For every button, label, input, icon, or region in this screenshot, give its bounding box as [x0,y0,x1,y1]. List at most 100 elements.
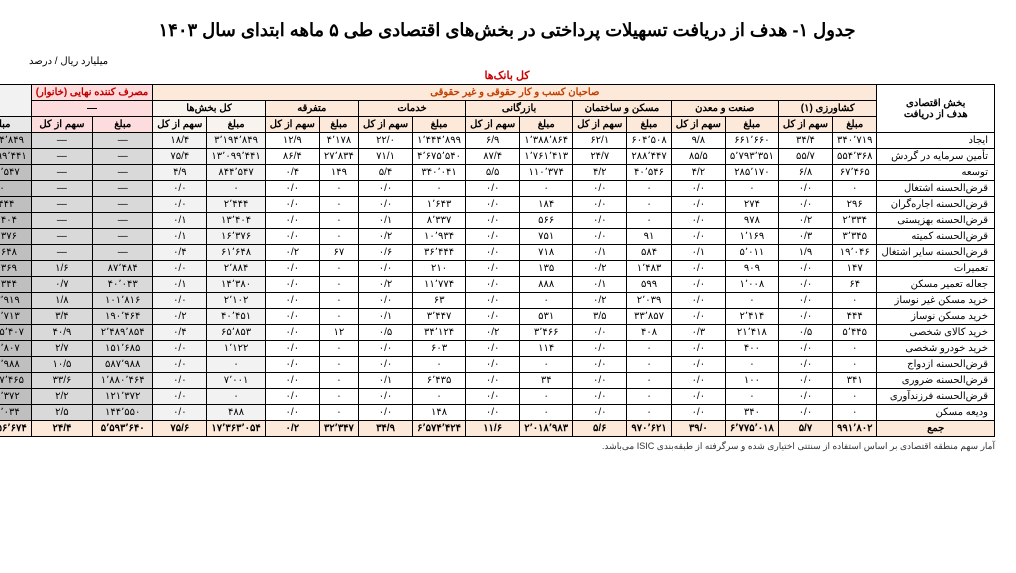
cell: ۱۳۵ [521,261,574,277]
cell: ۰/۰ [574,373,628,389]
cell: ۵٬۵۹۳٬۶۴۰ [94,421,154,437]
cell: — [32,229,93,245]
cell: ۰/۲ [467,325,521,341]
subcol-header: مبلغ [414,117,467,133]
cell: ۱٬۱۶۹ [726,229,779,245]
cell: ۱٬۷۶۱٬۴۱۳ [521,149,574,165]
cell: ۱۰۳٬۹۱۹ [0,293,32,309]
cell: ۵۵۴٬۳۶۸ [834,149,878,165]
cell: ۰/۰ [467,309,521,325]
cell: ۱٬۸۸۰٬۴۶۴ [94,373,154,389]
cell: ۱٬۳۸۸٬۸۶۴ [521,133,574,149]
rowlabel-header: بخش اقتصادی هدف از دریافت [878,85,996,133]
cell: ۱۰/۵ [32,357,93,373]
cell: ۰/۰ [266,389,320,405]
cell: ۰/۳ [779,229,833,245]
cell: ۰/۱ [154,229,208,245]
cell: ۶۶۱٬۶۶۰ [726,133,779,149]
cell: ۳/۴ [32,309,93,325]
cell: ۵۸۷٬۹۸۸ [94,357,154,373]
cell: ۰/۰ [359,261,413,277]
cell: ۰/۰ [154,261,208,277]
cell: ۱۹٬۰۴۶ [834,245,878,261]
cell: ۰/۰ [359,341,413,357]
cell: ۸٬۳۳۷ [414,213,467,229]
cell: ۰ [726,389,779,405]
cell: ۰ [628,389,672,405]
cell: ۱٬۰۰۸ [726,277,779,293]
table-row: قرض‌الحسنه سایر اشتغال۱۹٬۰۴۶۱/۹۵٬۰۱۱۰/۱۵… [0,245,996,261]
cell: ۱/۸ [32,293,93,309]
subcol-header: سهم از کل [266,117,320,133]
cell: ۰/۰ [359,293,413,309]
cell: ۶۳ [414,293,467,309]
cell: ۰ [726,181,779,197]
cell: — [32,245,93,261]
cell: ۰ [208,389,266,405]
cell: ۰/۰ [574,325,628,341]
cell: ۰/۰ [467,341,521,357]
cell: ۱۳٬۴۰۴ [0,213,32,229]
cell: ۰/۵ [779,325,833,341]
cell: ۱۱٬۷۷۴ [414,277,467,293]
cell: ۳۴۰ [726,405,779,421]
cell: ۱۸/۴ [154,133,208,149]
subcol-header: مبلغ [320,117,359,133]
cell: ۶۰۳ [414,341,467,357]
cell: ۲٬۴۴۴ [208,197,266,213]
cell: ۰/۰ [467,405,521,421]
cell: ۹۱ [628,229,672,245]
cell: ۰/۰ [266,293,320,309]
household-sub: — [32,101,154,117]
subcol-header: سهم از کل [32,117,93,133]
cell: ۸۷/۴ [467,149,521,165]
row-label: خرید مسکن نوساز [878,309,996,325]
cell: ۲۴/۷ [574,149,628,165]
subcol-header: سهم از کل [779,117,833,133]
cell: ۰/۵ [359,325,413,341]
cell: ۱۰۱٬۸۱۶ [94,293,154,309]
cell: ۰/۰ [672,181,726,197]
cell: ۰/۰ [574,341,628,357]
cell: ۰/۰ [672,197,726,213]
cell: ۰ [320,197,359,213]
cell: ۱۴۹ [320,165,359,181]
table-row: خرید مسکن نوساز۴۴۴۰/۰۲٬۴۱۴۰/۰۳۳٬۸۵۷۳/۵۵۳… [0,309,996,325]
cell: ۰/۰ [154,293,208,309]
cell: ۸۴۴٬۵۴۷ [0,165,32,181]
cell: ۷۵/۶ [154,421,208,437]
unit-label: میلیارد ریال / درصد [20,56,996,67]
cell: ۰ [320,309,359,325]
cell: ۶٬۷۷۵٬۰۱۸ [726,421,779,437]
cell: ۴/۲ [574,165,628,181]
cell: — [32,213,93,229]
cell: ۰/۷ [32,277,93,293]
cell: — [32,197,93,213]
cell: ۲۴/۴ [32,421,93,437]
sector-header: کل بخش‌ها [154,101,266,117]
cell: — [32,149,93,165]
cell: ۲/۲ [32,389,93,405]
cell: ۱۳٬۴۰۴ [208,213,266,229]
cell: ۶/۸ [779,165,833,181]
cell: ۴۴۴ [834,309,878,325]
cell: ۵٬۷۹۳٬۳۵۱ [726,149,779,165]
cell: ۹۷۰٬۶۲۱ [628,421,672,437]
cell: ۱۱۰٬۳۷۴ [521,165,574,181]
cell: ۰ [320,229,359,245]
cell: ۱٬۴۴۴٬۸۹۹ [414,133,467,149]
cell: ۰ [414,357,467,373]
sector-header: مسکن و ساختمان [574,101,673,117]
cell: ۲٬۸۸۴ [208,261,266,277]
cell: ۳٬۱۹۴٬۸۴۹ [208,133,266,149]
cell: ۶۴ [834,277,878,293]
cell: ۲٬۰۳۹ [628,293,672,309]
row-label: ودیعه مسکن [878,405,996,421]
cell: ۲۳۰٬۷۱۳ [0,309,32,325]
cell: ۵٬۰۱۱ [726,245,779,261]
cell: ۰/۰ [266,229,320,245]
cell: ۰/۰ [266,341,320,357]
cell: ۱۲۱٬۳۷۲ [0,389,32,405]
cell: ۰/۰ [154,357,208,373]
cell: ۱٬۶۴۳ [414,197,467,213]
